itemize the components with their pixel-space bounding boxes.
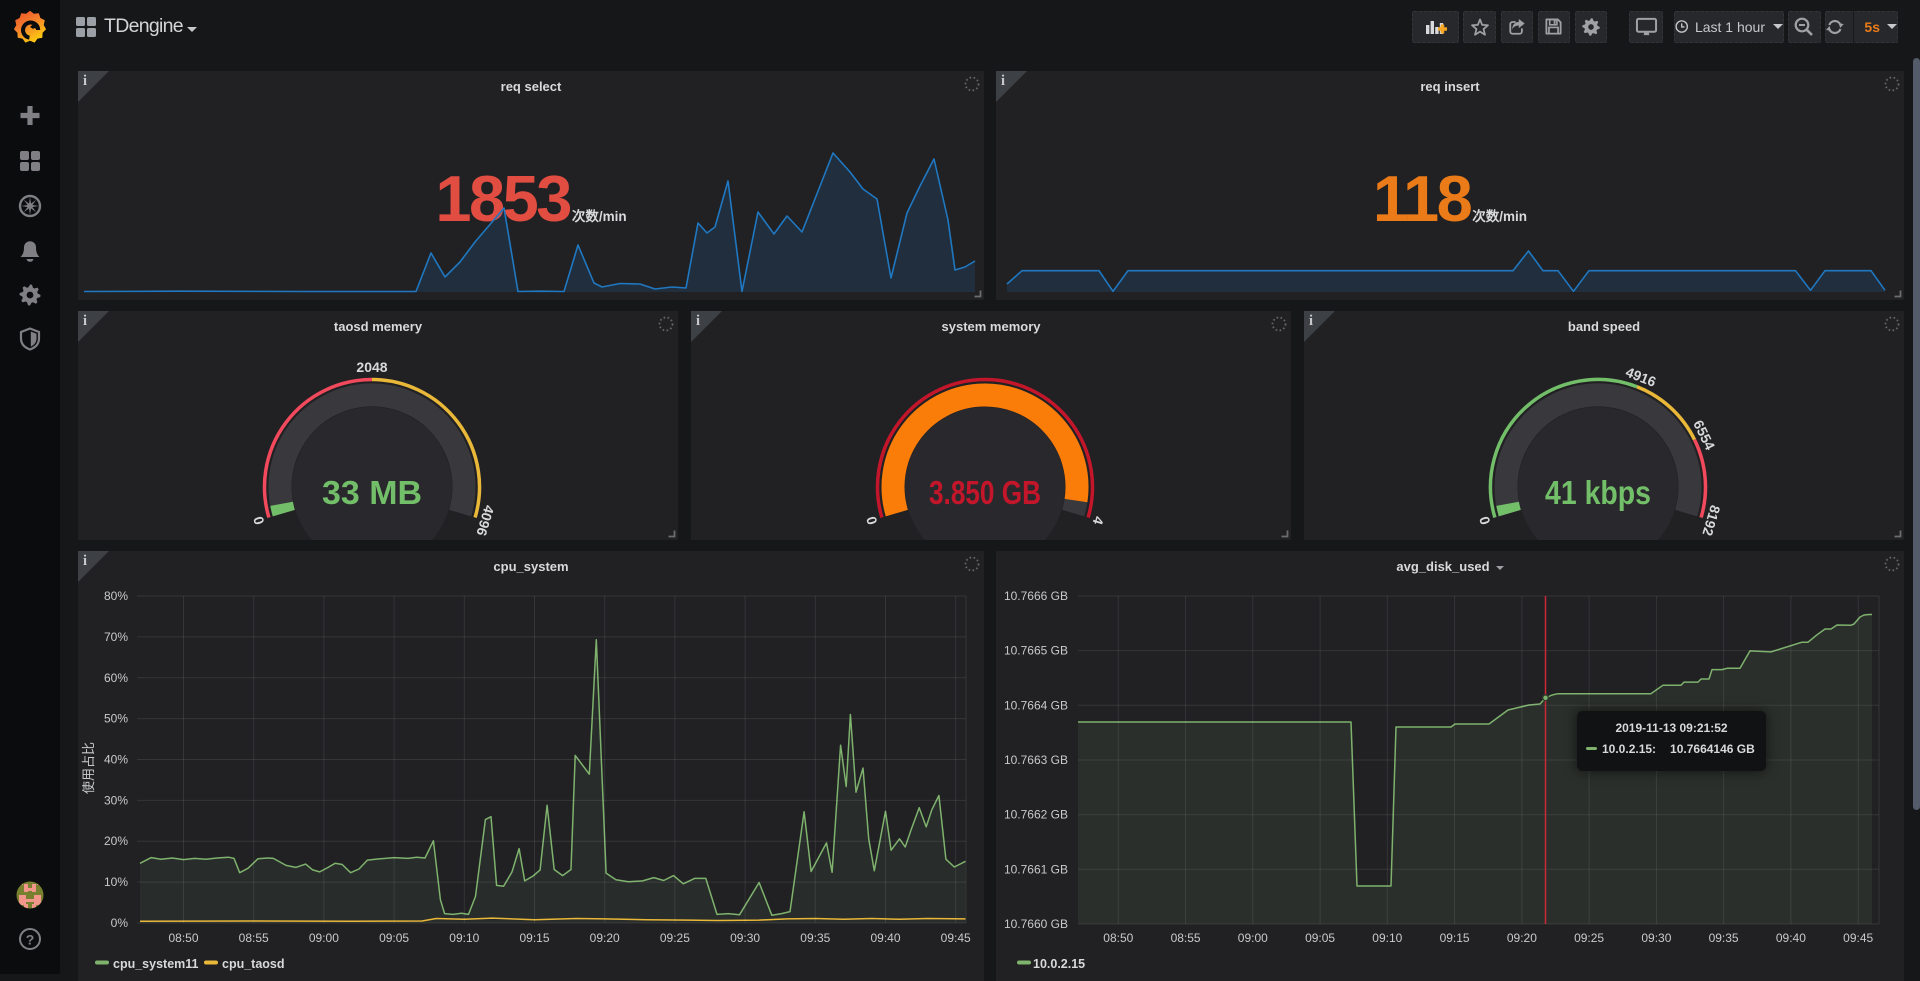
svg-text:6554: 6554 [1690, 417, 1718, 452]
svg-text:?: ? [26, 932, 35, 948]
svg-text:09:20: 09:20 [1507, 931, 1537, 945]
svg-text:09:00: 09:00 [309, 931, 339, 945]
svg-text:80%: 80% [104, 589, 128, 603]
svg-text:09:45: 09:45 [1843, 931, 1873, 945]
svg-text:09:45: 09:45 [941, 931, 971, 945]
svg-text:10.7664 GB: 10.7664 GB [1004, 698, 1068, 712]
svg-text:10%: 10% [104, 875, 128, 889]
svg-text:40%: 40% [104, 753, 128, 767]
svg-text:09:25: 09:25 [1574, 931, 1604, 945]
svg-text:09:15: 09:15 [1440, 931, 1470, 945]
svg-text:70%: 70% [104, 630, 128, 644]
svg-text:08:50: 08:50 [168, 931, 198, 945]
svg-text:09:40: 09:40 [870, 931, 900, 945]
svg-text:10.0.2.15: 10.0.2.15 [1033, 957, 1085, 971]
svg-text:09:10: 09:10 [449, 931, 479, 945]
svg-text:09:40: 09:40 [1776, 931, 1806, 945]
svg-text:60%: 60% [104, 671, 128, 685]
svg-text:10.7666 GB: 10.7666 GB [1004, 589, 1068, 603]
svg-text:10.7660 GB: 10.7660 GB [1004, 917, 1068, 931]
svg-text:09:35: 09:35 [800, 931, 830, 945]
svg-text:50%: 50% [104, 712, 128, 726]
svg-text:09:20: 09:20 [590, 931, 620, 945]
svg-text:08:55: 08:55 [1171, 931, 1201, 945]
svg-text:10.7662 GB: 10.7662 GB [1004, 808, 1068, 822]
svg-text:cpu_taosd: cpu_taosd [222, 957, 285, 971]
svg-text:09:35: 09:35 [1709, 931, 1739, 945]
svg-text:4: 4 [1090, 515, 1108, 527]
svg-text:3.850 GB: 3.850 GB [929, 474, 1041, 511]
svg-text:0: 0 [250, 514, 268, 526]
svg-text:0%: 0% [111, 916, 129, 930]
svg-text:09:25: 09:25 [660, 931, 690, 945]
svg-text:10.7665 GB: 10.7665 GB [1004, 644, 1068, 658]
svg-text:使用占比: 使用占比 [81, 742, 96, 794]
svg-text:09:30: 09:30 [730, 931, 760, 945]
svg-text:41 kbps: 41 kbps [1545, 474, 1651, 511]
svg-text:0: 0 [1476, 514, 1494, 526]
svg-text:33 MB: 33 MB [322, 474, 422, 511]
svg-text:09:00: 09:00 [1238, 931, 1268, 945]
svg-text:20%: 20% [104, 834, 128, 848]
svg-text:10.7663 GB: 10.7663 GB [1004, 753, 1068, 767]
svg-text:09:30: 09:30 [1641, 931, 1671, 945]
svg-text:0: 0 [863, 514, 881, 526]
svg-text:09:05: 09:05 [379, 931, 409, 945]
svg-text:08:50: 08:50 [1103, 931, 1133, 945]
svg-text:09:05: 09:05 [1305, 931, 1335, 945]
svg-text:cpu_system11: cpu_system11 [113, 957, 199, 971]
svg-text:30%: 30% [104, 793, 128, 807]
svg-text:2048: 2048 [356, 359, 387, 375]
svg-text:4916: 4916 [1624, 364, 1659, 390]
svg-text:09:10: 09:10 [1372, 931, 1402, 945]
svg-text:09:15: 09:15 [519, 931, 549, 945]
svg-text:10.7661 GB: 10.7661 GB [1004, 862, 1068, 876]
svg-text:08:55: 08:55 [239, 931, 269, 945]
